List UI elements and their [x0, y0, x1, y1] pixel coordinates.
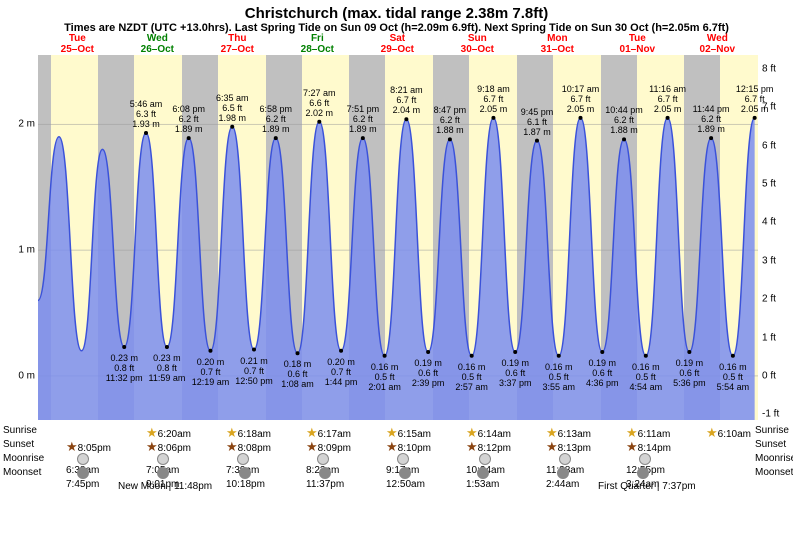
high-tide-label: 6:58 pm6.2 ft1.89 m: [252, 104, 300, 134]
low-tide-label: 0.16 m0.5 ft3:55 am: [535, 362, 583, 392]
low-tide-label: 0.16 m0.5 ft4:54 am: [622, 362, 670, 392]
lunar-phase-label: First Quarter | 7:37pm: [598, 481, 696, 492]
day-header: Tue01–Nov: [607, 33, 667, 55]
high-tide-label: 6:35 am6.5 ft1.98 m: [208, 93, 256, 123]
high-tide-label: 7:27 am6.6 ft2.02 m: [295, 88, 343, 118]
low-tide-label: 0.19 m0.6 ft3:37 pm: [491, 358, 539, 388]
day-header: Wed26–Oct: [127, 33, 187, 55]
high-tide-label: 11:44 pm6.2 ft1.89 m: [687, 104, 735, 134]
day-header: Fri28–Oct: [287, 33, 347, 55]
y-tick-ft: -1 ft: [762, 409, 779, 420]
y-tick-m: 2 m: [18, 119, 35, 130]
low-tide-label: 0.16 m0.5 ft2:01 am: [361, 362, 409, 392]
day-header: Wed02–Nov: [687, 33, 747, 55]
low-tide-label: 0.23 m0.8 ft11:59 am: [143, 353, 191, 383]
low-tide-label: 0.19 m0.6 ft5:36 pm: [665, 358, 713, 388]
high-tide-label: 5:46 am6.3 ft1.93 m: [122, 99, 170, 129]
day-header: Tue25–Oct: [47, 33, 107, 55]
lunar-phase-label: New Moon | 11:48pm: [118, 481, 212, 492]
y-tick-ft: 8 ft: [762, 64, 776, 75]
low-tide-label: 0.19 m0.6 ft2:39 pm: [404, 358, 452, 388]
day-header: Mon31–Oct: [527, 33, 587, 55]
low-tide-label: 0.19 m0.6 ft4:36 pm: [578, 358, 626, 388]
y-tick-ft: 6 ft: [762, 140, 776, 151]
tide-chart: Christchurch (max. tidal range 2.38m 7.8…: [0, 0, 793, 539]
y-tick-ft: 1 ft: [762, 332, 776, 343]
high-tide-label: 9:18 am6.7 ft2.05 m: [469, 84, 517, 114]
high-tide-label: 10:17 am6.7 ft2.05 m: [557, 84, 605, 114]
low-tide-label: 0.20 m0.7 ft12:19 am: [186, 357, 234, 387]
y-tick-ft: 3 ft: [762, 255, 776, 266]
high-tide-label: 9:45 pm6.1 ft1.87 m: [513, 107, 561, 137]
y-tick-ft: 0 ft: [762, 370, 776, 381]
low-tide-label: 0.16 m0.5 ft2:57 am: [448, 362, 496, 392]
day-header: Sun30–Oct: [447, 33, 507, 55]
low-tide-label: 0.20 m0.7 ft1:44 pm: [317, 357, 365, 387]
high-tide-label: 10:44 pm6.2 ft1.88 m: [600, 105, 648, 135]
y-tick-ft: 5 ft: [762, 179, 776, 190]
chart-title: Christchurch (max. tidal range 2.38m 7.8…: [0, 0, 793, 22]
y-tick-ft: 2 ft: [762, 294, 776, 305]
y-tick-m: 1 m: [18, 245, 35, 256]
y-tick-ft: 4 ft: [762, 217, 776, 228]
high-tide-label: 11:16 am6.7 ft2.05 m: [644, 84, 692, 114]
low-tide-label: 0.18 m0.6 ft1:08 am: [274, 359, 322, 389]
day-header: Sat29–Oct: [367, 33, 427, 55]
low-tide-label: 0.23 m0.8 ft11:32 pm: [100, 353, 148, 383]
plot-area: Tue25–OctWed26–OctThu27–OctFri28–OctSat2…: [38, 55, 758, 420]
high-tide-label: 7:51 pm6.2 ft1.89 m: [339, 104, 387, 134]
high-tide-label: 6:08 pm6.2 ft1.89 m: [165, 104, 213, 134]
low-tide-label: 0.21 m0.7 ft12:50 pm: [230, 356, 278, 386]
low-tide-label: 0.16 m0.5 ft5:54 am: [709, 362, 757, 392]
high-tide-label: 8:21 am6.7 ft2.04 m: [382, 85, 430, 115]
y-tick-ft: 7 ft: [762, 102, 776, 113]
day-header: Thu27–Oct: [207, 33, 267, 55]
y-tick-m: 0 m: [18, 370, 35, 381]
high-tide-label: 8:47 pm6.2 ft1.88 m: [426, 105, 474, 135]
